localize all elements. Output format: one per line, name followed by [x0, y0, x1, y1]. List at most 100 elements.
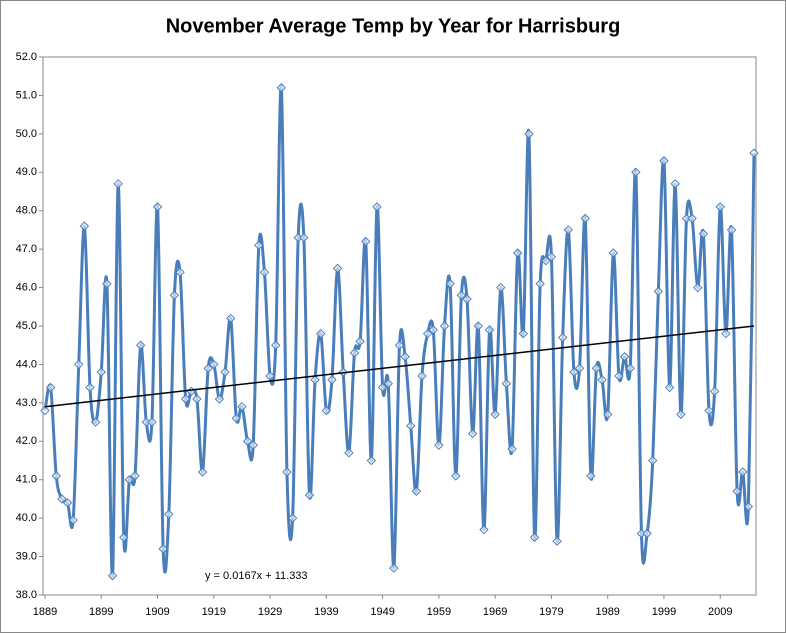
data-point [743, 501, 754, 512]
data-point [237, 401, 247, 412]
y-tick-label: 50.0 [16, 128, 37, 140]
y-tick-label: 51.0 [16, 89, 37, 101]
x-tick-label: 1939 [314, 606, 338, 618]
data-point [377, 382, 388, 393]
data-point [591, 363, 602, 373]
data-point [248, 440, 258, 450]
data-point [85, 382, 95, 393]
data-point [355, 336, 365, 347]
data-point [614, 371, 624, 381]
data-point [546, 252, 557, 262]
data-point [642, 528, 652, 539]
x-tick-label: 1969 [483, 606, 507, 618]
x-tick-label: 1999 [652, 606, 676, 618]
y-tick-label: 39.0 [16, 550, 37, 562]
data-point [473, 321, 483, 331]
data-point [45, 382, 56, 393]
data-point [344, 448, 354, 458]
data-point [124, 475, 135, 485]
data-point [569, 367, 579, 377]
data-point [749, 148, 759, 158]
y-tick-label: 52.0 [16, 51, 37, 63]
data-point [586, 471, 596, 481]
data-point [709, 386, 720, 397]
trendline [44, 325, 755, 408]
data-point [501, 378, 512, 389]
data-point [400, 352, 410, 362]
y-tick-label: 40.0 [16, 512, 37, 524]
data-point [74, 359, 84, 370]
data-point [434, 440, 444, 450]
data-point [529, 532, 540, 543]
data-point [445, 279, 455, 289]
data-point [214, 394, 225, 404]
data-point [687, 213, 697, 224]
data-point [715, 202, 725, 212]
data-point [608, 248, 619, 258]
data-point [79, 221, 90, 231]
x-tick-label: 1959 [427, 606, 451, 618]
data-point [580, 213, 590, 224]
data-point [428, 325, 438, 335]
data-point [417, 371, 427, 381]
data-point [197, 467, 208, 477]
data-point [310, 375, 320, 385]
data-point [220, 367, 230, 377]
data-point [659, 156, 669, 166]
data-point [68, 515, 78, 525]
data-point [254, 240, 264, 251]
data-point [366, 455, 377, 466]
data-point [175, 267, 185, 277]
data-point [518, 328, 529, 339]
y-tick-label: 45.0 [16, 320, 37, 332]
data-point [332, 263, 343, 274]
trendline-equation: y = 0.0167x + 11.333 [205, 570, 308, 582]
data-point [670, 179, 680, 189]
data-point [541, 255, 551, 266]
data-point [51, 471, 61, 481]
data-point [479, 524, 489, 535]
data-point [321, 405, 332, 416]
data-point [693, 282, 703, 293]
data-point [107, 571, 118, 581]
data-point [209, 359, 219, 370]
data-point [192, 394, 202, 404]
data-point [327, 375, 337, 385]
data-point [732, 486, 742, 496]
data-point [361, 236, 371, 247]
y-tick-label: 49.0 [16, 166, 37, 178]
data-point [130, 471, 140, 481]
data-point [349, 348, 360, 358]
data-point [316, 328, 326, 339]
data-point [169, 290, 180, 300]
data-point [242, 436, 253, 446]
x-tick-label: 1919 [202, 606, 226, 618]
data-point [383, 378, 393, 389]
data-point [619, 352, 630, 362]
x-tick-label: 1899 [89, 606, 113, 618]
y-tick-label: 43.0 [16, 397, 37, 409]
y-tick-label: 47.0 [16, 243, 37, 255]
data-point [265, 371, 275, 381]
series-line [43, 84, 756, 578]
data-point [484, 325, 495, 335]
data-point [496, 282, 506, 293]
data-point [467, 428, 478, 439]
data-point [704, 405, 714, 416]
data-point [524, 129, 534, 139]
data-point [439, 321, 450, 331]
y-tick-label: 48.0 [16, 205, 37, 217]
chart-title: November Average Temp by Year for Harris… [166, 15, 621, 37]
data-point [304, 490, 315, 500]
data-point [406, 421, 416, 431]
data-point [372, 202, 382, 212]
data-point [282, 467, 292, 477]
data-point [602, 409, 613, 420]
data-point [557, 332, 568, 343]
data-point [664, 382, 675, 393]
x-tick-label: 2009 [708, 606, 732, 618]
data-point [259, 267, 270, 277]
data-point [411, 486, 422, 496]
data-point [119, 532, 129, 543]
data-point [164, 509, 174, 520]
